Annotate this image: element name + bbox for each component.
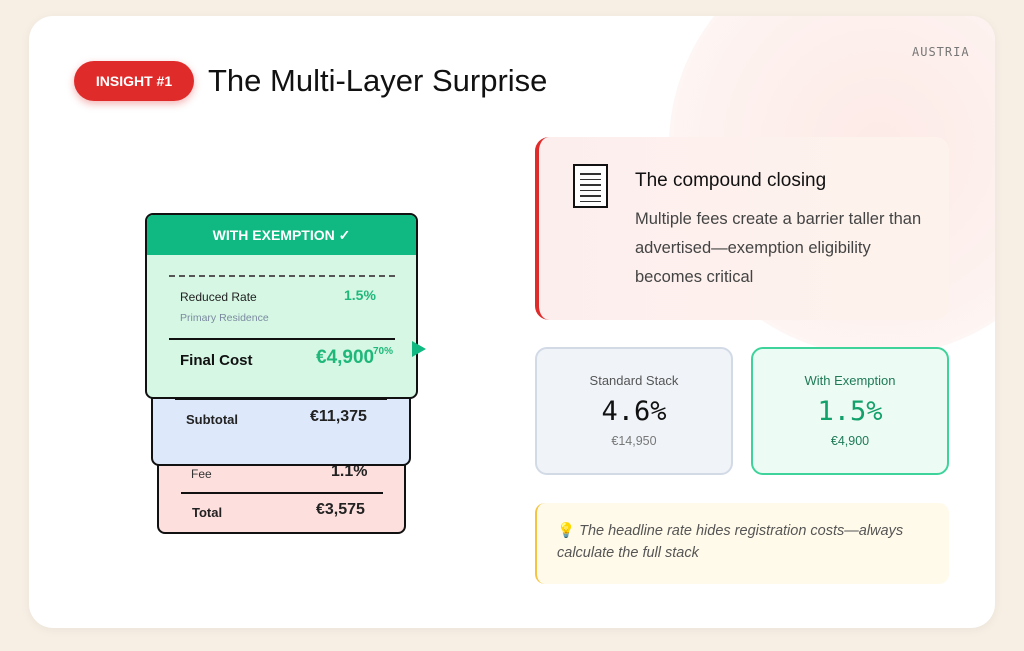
subtotal-value: €11,375	[310, 408, 367, 425]
insight-badge: INSIGHT #1	[74, 61, 194, 101]
country-label: AUSTRIA	[912, 45, 970, 59]
divider	[175, 398, 387, 400]
divider	[169, 338, 395, 340]
receipt-header: WITH EXEMPTION ✓	[147, 215, 416, 255]
dashed-divider	[169, 275, 395, 277]
stat-label: Standard Stack	[589, 373, 679, 388]
stat-label: With Exemption	[804, 373, 896, 388]
total-label: Total	[192, 505, 223, 520]
fee-label: Fee	[191, 467, 212, 481]
total-value: €3,575	[316, 501, 365, 518]
final-cost-label: Final Cost	[180, 352, 253, 369]
tip-text: The headline rate hides registration cos…	[557, 523, 904, 561]
divider	[181, 492, 383, 494]
insight-body: Multiple fees create a barrier taller th…	[635, 210, 922, 286]
stat-value: 4.6%	[601, 396, 667, 427]
insight-heading: The compound closing	[635, 170, 827, 191]
stat-card-exemption: With Exemption 1.5% €4,900	[751, 347, 949, 475]
fee-value: 1.1%	[331, 463, 368, 480]
residence-label: Primary Residence	[180, 312, 269, 324]
rate-value: 1.5%	[344, 287, 376, 303]
subtotal-label: Subtotal	[186, 412, 238, 427]
insight-callout: The compound closing Multiple fees creat…	[535, 137, 949, 320]
overlay-percent: 70%	[373, 346, 394, 357]
stat-amount: €4,900	[830, 434, 870, 448]
stat-amount: €14,950	[611, 434, 657, 448]
document-icon	[573, 164, 608, 208]
stat-value: 1.5%	[817, 396, 883, 427]
final-cost-value: €4,900	[316, 347, 375, 368]
pointer-arrow-icon	[412, 341, 426, 357]
stat-card-standard: Standard Stack 4.6% €14,950	[535, 347, 733, 475]
page-title: The Multi-Layer Surprise	[208, 63, 548, 98]
slide-card: AUSTRIA INSIGHT #1 The Multi-Layer Surpr…	[29, 16, 995, 628]
lightbulb-icon: 💡	[557, 523, 576, 539]
receipt-exemption: WITH EXEMPTION ✓ Reduced Rate 1.5% Prima…	[145, 213, 418, 399]
rate-label: Reduced Rate	[180, 290, 257, 304]
tip-callout: 💡 The headline rate hides registration c…	[535, 503, 949, 584]
